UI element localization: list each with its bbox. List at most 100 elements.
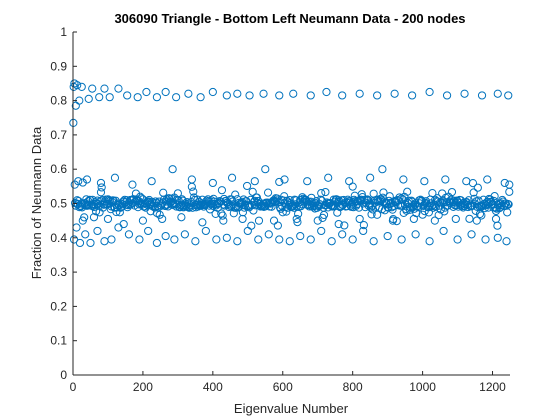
data-point [317,226,326,236]
data-point [313,216,322,225]
data-point [392,217,401,226]
data-point [453,235,462,244]
data-point [89,213,99,222]
x-ticks: 0 200 400 600 800 1000 1200 [70,371,506,394]
data-point [475,209,485,219]
data-point [462,177,471,186]
data-point [483,175,492,184]
data-point [285,237,294,246]
data-point [369,237,378,246]
y-tick-label: 0.1 [50,334,67,348]
data-point [420,177,429,186]
data-point [348,182,357,191]
data-point [73,81,82,90]
data-point [187,175,196,184]
data-point [504,91,513,100]
data-point [250,177,259,186]
data-point [147,177,156,186]
data-point [378,165,387,174]
data-point [275,235,284,244]
data-point [503,208,512,217]
data-point [382,198,391,208]
data-point [373,91,382,100]
data-point [187,182,196,191]
data-point [96,178,106,188]
data-point [403,187,412,196]
data-point [155,210,164,219]
data-point [227,173,237,182]
y-tick-label: 0.4 [50,231,67,245]
data-point [439,226,448,236]
data-point [303,177,312,186]
data-point [124,230,134,239]
data-point [472,216,481,225]
data-point [505,180,514,189]
data-point [161,87,170,97]
data-point [249,206,258,215]
data-point [493,89,502,98]
x-tick-label: 200 [133,380,153,394]
data-point [269,216,279,225]
data-point [247,221,256,230]
y-tick-label: 0.7 [50,128,67,142]
data-point [280,175,289,184]
data-point [75,238,85,248]
data-point [440,203,450,212]
data-point [289,89,298,98]
data-point [490,192,499,201]
data-point [425,87,434,97]
y-tick-label: 0.9 [50,59,67,73]
data-point [430,216,439,225]
data-point [273,221,282,230]
data-point [170,235,179,244]
data-point [78,178,87,187]
data-point [270,197,280,206]
data-point [441,175,450,184]
data-point [388,205,397,214]
data-point [399,208,408,217]
x-tick-label: 600 [273,380,293,394]
data-point [100,237,109,246]
data-point [208,178,217,188]
data-point [249,197,259,206]
data-point [218,211,227,220]
data-point [208,87,217,97]
data-point [442,91,452,100]
data-point [469,188,478,197]
data-point [103,214,113,224]
data-point [233,89,242,98]
data-point [427,202,436,211]
data-point [238,208,248,217]
data-point [493,233,502,242]
data-point [114,223,123,232]
data-point [502,237,511,246]
data-point [243,181,252,191]
data-point [133,93,142,102]
y-tick-label: 0.2 [50,299,67,313]
data-point [88,84,97,93]
x-tick-label: 0 [70,380,77,394]
data-point [198,218,207,227]
data-point [296,231,305,241]
data-point [338,91,347,100]
data-point [77,82,86,91]
data-point [180,230,189,239]
y-tick-label: 0.3 [50,265,67,279]
data-point [114,84,123,93]
data-point [397,235,406,244]
data-point [172,93,181,102]
x-tick-label: 1200 [479,380,506,394]
data-point [142,87,151,97]
data-point [222,233,231,242]
data-point [428,189,437,198]
data-point [212,235,221,244]
data-point [74,177,83,186]
data-point [493,221,502,230]
data-point [275,177,284,187]
data-point [390,89,399,98]
data-point [504,200,513,209]
data-point [201,226,210,236]
data-point [259,89,268,98]
data-markers [69,79,514,248]
